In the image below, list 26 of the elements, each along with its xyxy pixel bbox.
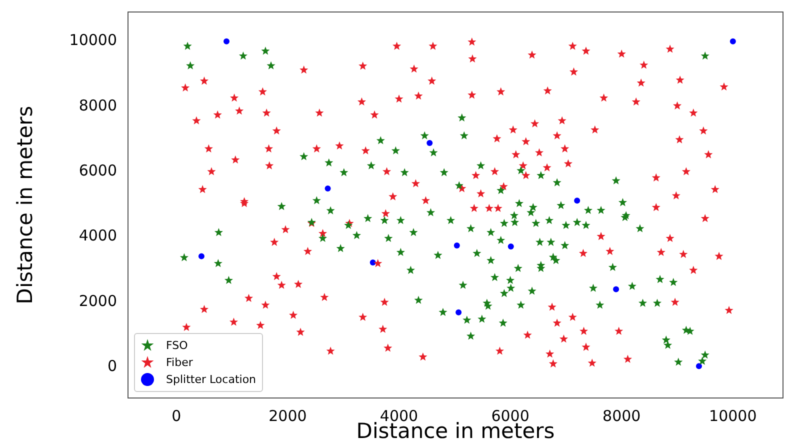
point — [696, 363, 702, 370]
point — [370, 259, 376, 266]
y-tick-label: 8000 — [78, 96, 117, 114]
legend-label: FSO — [166, 338, 188, 354]
point — [456, 309, 462, 316]
point — [574, 198, 580, 204]
point — [454, 242, 460, 249]
y-tick-label: 2000 — [78, 292, 117, 310]
legend-label: Fiber — [166, 355, 193, 371]
point — [508, 244, 514, 250]
y-tick-label: 6000 — [78, 162, 117, 180]
legend-label: Splitter Location — [166, 372, 256, 388]
x-tick-label: 8000 — [602, 406, 641, 425]
y-tick-label: 4000 — [78, 226, 117, 245]
point — [730, 38, 736, 44]
y-axis-title: Distance in meters — [13, 106, 38, 304]
y-tick-label: 10000 — [69, 31, 117, 50]
point — [224, 38, 230, 44]
x-tick-label: 2000 — [268, 406, 307, 425]
x-tick-label: 0 — [172, 406, 182, 425]
point — [198, 253, 204, 260]
x-tick-label: 10000 — [709, 406, 757, 425]
point — [324, 186, 331, 192]
y-tick-label: 0 — [107, 356, 117, 375]
point — [426, 140, 433, 146]
point — [613, 286, 620, 292]
